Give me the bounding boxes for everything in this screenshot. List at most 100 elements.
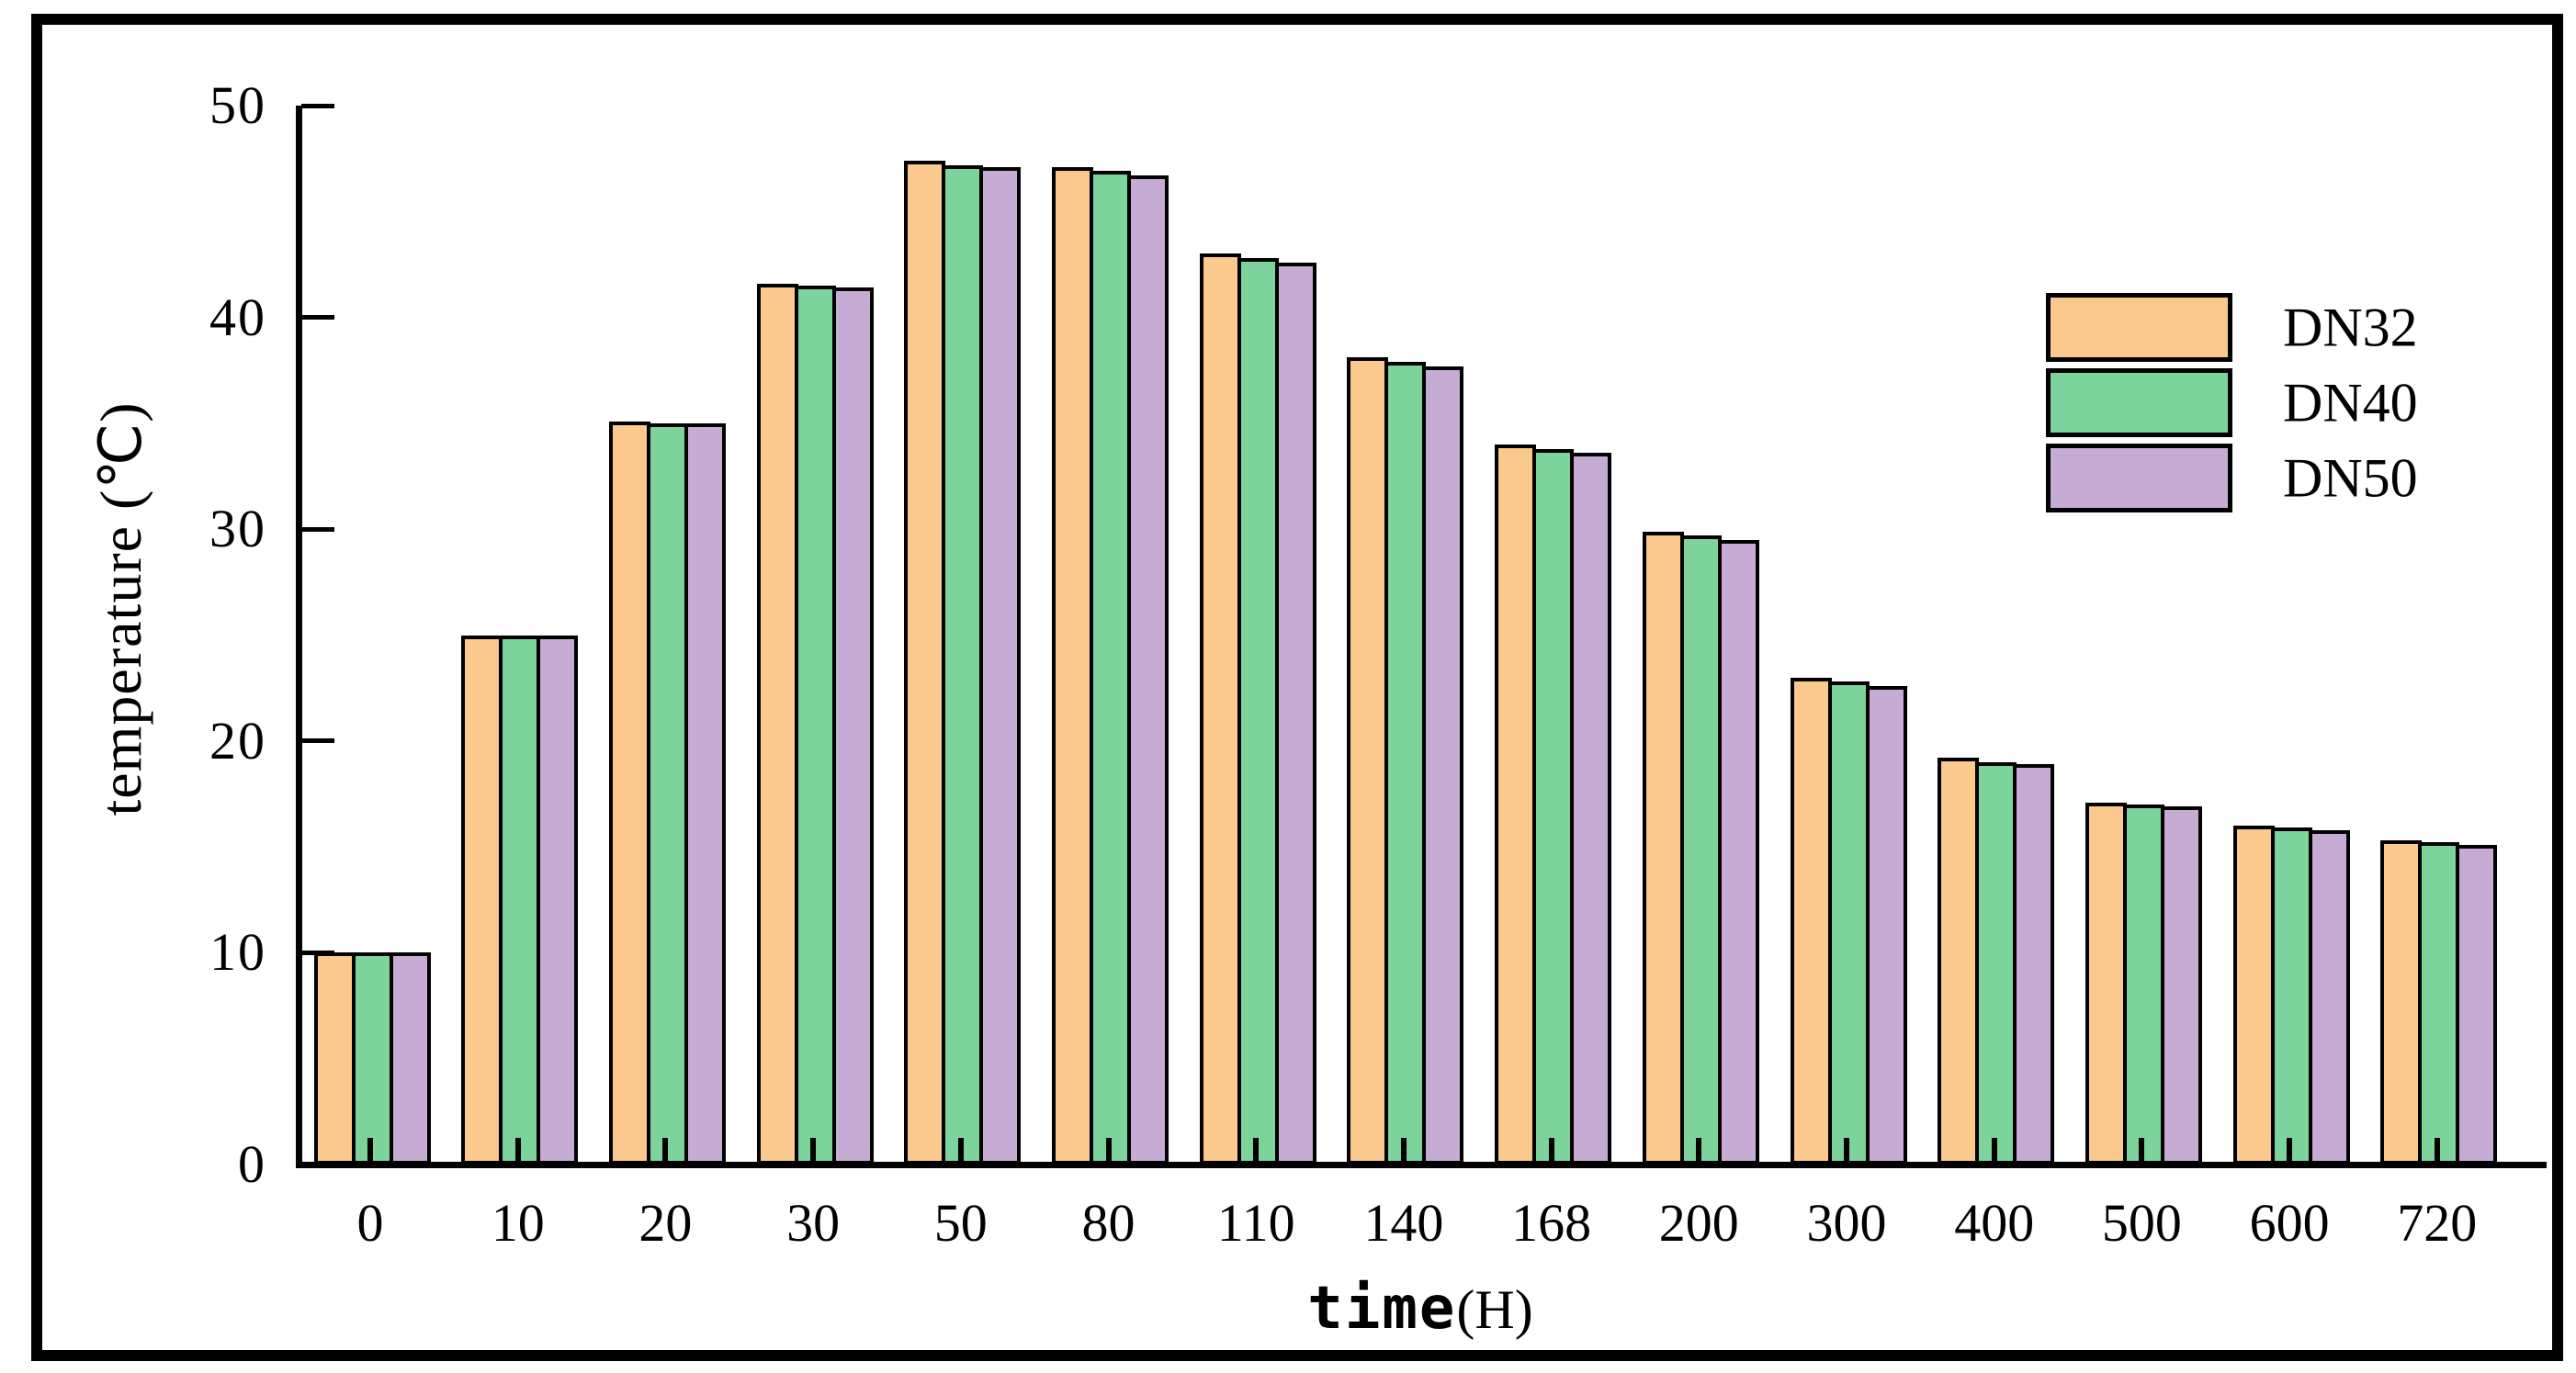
legend-swatch-dn32 [2046,293,2232,362]
y-axis-line [295,106,302,1168]
x-tick-label: 168 [1511,1193,1592,1253]
y-tick-label: 40 [209,287,266,347]
legend-item-dn50: DN50 [2046,444,2524,512]
bar-dn50-t30 [831,287,874,1165]
bar-dn50-t140 [1422,366,1464,1165]
x-tick-label: 600 [2249,1193,2330,1253]
y-tick-label: 20 [209,710,266,771]
bar-dn40-t168 [1532,448,1575,1165]
bar-dn50-t168 [1570,453,1612,1165]
x-tick-label: 300 [1806,1193,1887,1253]
x-tick-mark [957,1137,964,1162]
legend-label: DN50 [2283,447,2418,508]
y-tick-mark [300,103,334,108]
legend-label: DN32 [2283,297,2418,357]
bar-dn50-t110 [1274,262,1316,1165]
bar-dn40-t300 [1827,681,1870,1165]
y-tick-label: 0 [238,1134,266,1194]
x-tick-label: 10 [491,1193,545,1253]
legend-label: DN40 [2283,372,2418,433]
y-tick-label: 50 [209,75,266,135]
x-tick-label: 20 [638,1193,693,1253]
x-axis-label: time(H) [1307,1275,1532,1343]
x-tick-mark [2434,1137,2440,1162]
bar-dn40-t400 [1975,761,2017,1165]
bar-dn32-t720 [2380,840,2423,1165]
x-tick-mark [367,1137,373,1162]
x-tick-label: 110 [1216,1193,1295,1253]
bar-dn50-t10 [537,635,579,1165]
x-tick-label: 400 [1954,1193,2035,1253]
x-tick-mark [1400,1137,1407,1162]
bar-dn40-t0 [351,952,393,1165]
legend-item-dn40: DN40 [2046,368,2524,437]
bar-dn40-t140 [1384,362,1427,1165]
x-tick-mark [1548,1137,1554,1162]
x-tick-label: 30 [786,1193,841,1253]
bar-dn32-t0 [313,952,356,1165]
y-tick-label: 10 [209,922,266,983]
x-tick-mark [1253,1137,1260,1162]
bar-dn32-t80 [1052,166,1093,1165]
x-tick-mark [1991,1137,1997,1162]
figure-border [31,14,2563,1361]
bar-dn40-t720 [2418,842,2460,1165]
bar-dn50-t200 [1717,539,1759,1165]
legend-swatch-dn40 [2046,368,2232,437]
x-tick-label: 140 [1363,1193,1444,1253]
bar-dn32-t20 [608,421,650,1165]
bar-dn50-t600 [2308,829,2350,1165]
bar-dn50-t720 [2456,844,2498,1165]
bar-dn50-t20 [684,422,726,1165]
bar-dn32-t300 [1790,677,1832,1165]
y-tick-mark [300,1162,334,1167]
bar-dn32-t30 [756,283,798,1165]
bar-dn50-t50 [979,166,1022,1165]
y-tick-mark [300,315,334,321]
x-tick-mark [662,1137,669,1162]
x-tick-label: 80 [1081,1193,1135,1253]
x-tick-mark [2287,1137,2293,1162]
x-axis-label-unit: (H) [1456,1279,1533,1340]
bar-dn40-t10 [499,635,541,1165]
bar-dn32-t140 [1347,357,1389,1165]
x-tick-mark [1844,1137,1849,1162]
bar-dn50-t0 [389,952,431,1165]
bar-dn50-t500 [2160,806,2202,1165]
x-tick-label: 200 [1658,1193,1739,1253]
bar-dn50-t80 [1127,175,1169,1165]
x-axis-line [295,1161,2547,1168]
bar-dn40-t20 [646,422,688,1165]
bar-dn50-t400 [2013,764,2055,1165]
bar-dn40-t80 [1090,171,1131,1165]
x-tick-label: 500 [2101,1193,2182,1253]
bar-dn50-t300 [1865,685,1907,1165]
bar-dn40-t200 [1679,535,1722,1165]
x-tick-label: 50 [933,1193,988,1253]
bar-dn32-t400 [1938,758,1980,1165]
bar-dn32-t168 [1495,444,1537,1165]
x-axis-label-main: time [1307,1275,1457,1343]
bar-dn40-t500 [2122,804,2164,1165]
legend-swatch-dn50 [2046,444,2232,512]
bar-dn32-t200 [1642,531,1684,1165]
x-tick-mark [2139,1137,2145,1162]
legend-item-dn32: DN32 [2046,293,2524,362]
bar-dn40-t110 [1237,258,1279,1165]
y-tick-mark [300,738,334,744]
x-tick-label: 0 [356,1193,384,1253]
x-tick-mark [1696,1137,1702,1162]
bar-dn32-t500 [2085,802,2127,1165]
y-tick-mark [300,526,334,532]
y-axis-label: temperature (℃) [88,401,153,816]
bar-dn40-t600 [2270,827,2312,1165]
x-tick-label: 720 [2397,1193,2478,1253]
x-tick-mark [514,1137,521,1162]
x-tick-mark [810,1137,817,1162]
bar-dn32-t50 [904,160,946,1165]
bar-dn40-t30 [794,286,836,1165]
bar-dn32-t10 [461,635,503,1165]
bar-dn32-t110 [1199,253,1241,1165]
x-tick-mark [1105,1137,1112,1162]
